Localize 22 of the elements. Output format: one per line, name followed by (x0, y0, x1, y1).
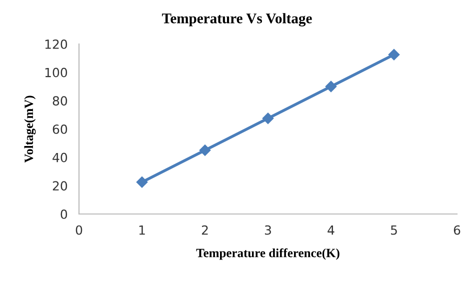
y-axis-title: Voltage(mV) (24, 96, 36, 163)
point (388, 49, 400, 60)
y-tick-label: 40 (52, 152, 68, 162)
y-tick-label: 100 (45, 68, 68, 78)
x-tick-label: 0 (76, 225, 82, 235)
x-tick-label: 1 (139, 225, 145, 235)
y-tick-label: 20 (52, 181, 68, 191)
point (136, 176, 148, 188)
x-tick-label: 2 (202, 225, 208, 235)
x-axis-title: Temperature difference(K) (196, 248, 340, 260)
x-tick-label: 6 (454, 225, 460, 235)
x-tick-label: 4 (328, 225, 334, 235)
y-tick-label: 0 (60, 209, 68, 219)
x-tick-label: 5 (390, 225, 397, 235)
point (325, 80, 337, 92)
y-tick-label: 60 (52, 124, 68, 134)
point (199, 144, 211, 156)
point (262, 112, 274, 124)
chart-title: Temperature Vs Voltage (162, 13, 312, 26)
y-tick-label: 120 (45, 39, 68, 49)
y-tick-label: 80 (52, 96, 68, 106)
x-tick-label: 3 (264, 225, 271, 235)
